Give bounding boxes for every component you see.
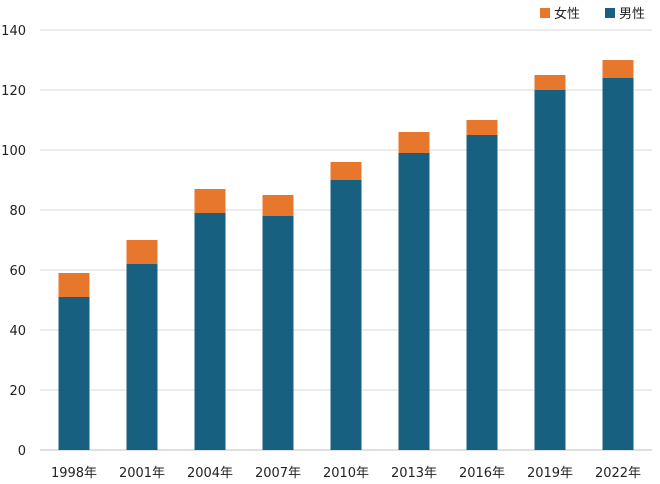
y-tick-label: 0 <box>18 444 26 459</box>
bar-segment-female <box>534 75 566 90</box>
x-tick-label: 2016年 <box>459 466 505 481</box>
bar-segment-male <box>194 213 226 450</box>
x-tick-label: 1998年 <box>51 466 97 481</box>
legend-label-male: 男性 <box>619 7 645 22</box>
legend: 女性 男性 <box>540 6 645 22</box>
legend-swatch-female <box>540 8 550 18</box>
bar-segment-female <box>58 273 90 297</box>
bar-segment-male <box>466 135 498 450</box>
x-axis-ticks: 1998年 2001年 2004年 2007年 2010年 2013年 2016年 2019年… <box>51 466 641 481</box>
bar-segment-female <box>126 240 158 264</box>
x-tick-label: 2007年 <box>255 466 301 481</box>
bar-segment-male <box>398 153 430 450</box>
bar-segment-female <box>466 120 498 135</box>
y-tick-label: 20 <box>9 384 26 399</box>
x-tick-label: 2001年 <box>119 466 165 481</box>
x-tick-label: 2004年 <box>187 466 233 481</box>
y-tick-label: 120 <box>1 84 26 99</box>
bar-segment-male <box>602 78 634 450</box>
x-tick-label: 2022年 <box>595 466 641 481</box>
bar-segment-male <box>534 90 566 450</box>
bar-segment-female <box>330 162 362 180</box>
bar-segment-female <box>262 195 294 216</box>
x-tick-label: 2013年 <box>391 466 437 481</box>
y-axis-ticks: 0 20 40 60 80 100 120 140 <box>1 24 26 459</box>
bar-segment-male <box>262 216 294 450</box>
x-tick-label: 2010年 <box>323 466 369 481</box>
y-tick-label: 80 <box>9 204 26 219</box>
bar-segment-female <box>602 60 634 78</box>
y-tick-label: 140 <box>1 24 26 39</box>
bar-segment-female <box>194 189 226 213</box>
bars <box>58 60 634 450</box>
x-tick-label: 2019年 <box>527 466 573 481</box>
bar-segment-male <box>126 264 158 450</box>
legend-swatch-male <box>605 8 615 18</box>
y-tick-label: 60 <box>9 264 26 279</box>
bar-segment-male <box>58 297 90 450</box>
y-tick-label: 40 <box>9 324 26 339</box>
bar-segment-female <box>398 132 430 153</box>
bar-segment-male <box>330 180 362 450</box>
legend-label-female: 女性 <box>554 6 580 22</box>
y-tick-label: 100 <box>1 144 26 159</box>
